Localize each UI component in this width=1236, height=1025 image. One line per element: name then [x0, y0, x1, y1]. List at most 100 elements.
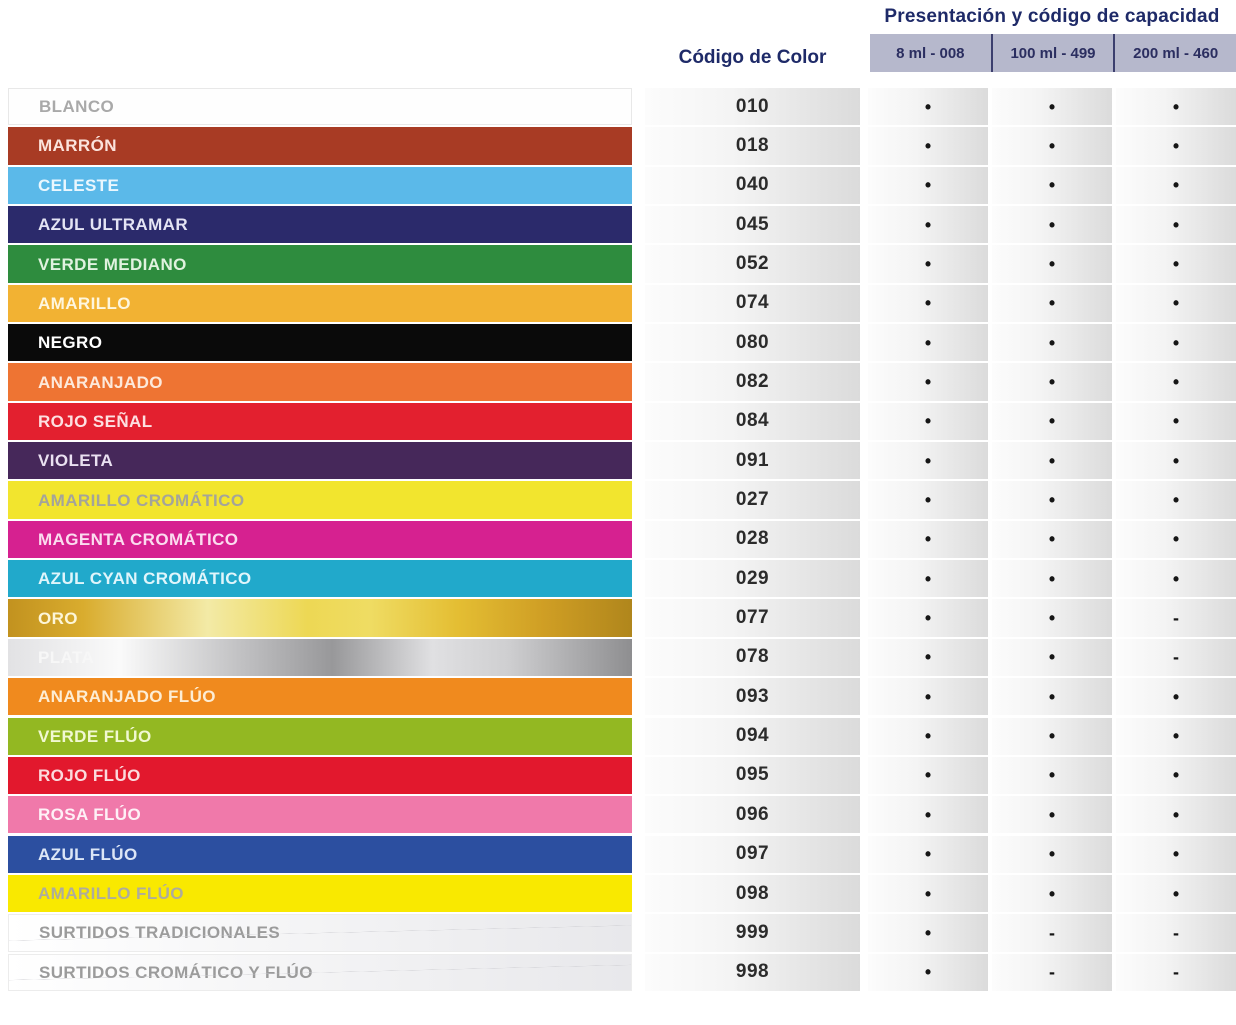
- color-code-cell: 078: [645, 638, 860, 677]
- color-code-cell: 094: [645, 717, 860, 755]
- capacity-100ml-cell: •: [992, 756, 1112, 795]
- capacity-200ml-cell: •: [1116, 402, 1236, 441]
- capacity-200ml-cell: •: [1116, 678, 1236, 716]
- color-swatch-bar: BLANCO: [8, 88, 632, 126]
- capacity-100ml-cell: •: [992, 874, 1112, 913]
- capacity-200ml-cell: •: [1116, 206, 1236, 244]
- capacity-8ml-cell: •: [868, 756, 988, 795]
- color-swatch-bar: ORO: [8, 599, 632, 637]
- color-name-label: ANARANJADO: [38, 372, 163, 392]
- color-name-label: ANARANJADO FLÚO: [38, 687, 216, 707]
- capacity-200ml-cell: •: [1116, 324, 1236, 362]
- capacity-8ml-cell: •: [868, 717, 988, 755]
- code-column-title: Código de Color: [678, 47, 827, 68]
- color-code-cell: 998: [645, 953, 860, 991]
- color-code-cell: 080: [645, 324, 860, 362]
- capacity-100ml-cell: •: [992, 206, 1112, 244]
- color-code-cell: 098: [645, 874, 860, 913]
- color-name-label: AZUL ULTRAMAR: [38, 215, 188, 235]
- table-row: AZUL ULTRAMAR 045 • • •: [0, 206, 1236, 244]
- color-swatch-bar: ROJO FLÚO: [8, 756, 632, 795]
- color-swatch-bar: VIOLETA: [8, 442, 632, 480]
- color-swatch-bar: ANARANJADO FLÚO: [8, 678, 632, 716]
- table-row: VERDE FLÚO 094 • • •: [0, 717, 1236, 755]
- capacity-200ml-cell: •: [1116, 245, 1236, 283]
- capacity-100ml-cell: -: [992, 914, 1112, 952]
- color-swatch-bar: CELESTE: [8, 166, 632, 204]
- table-row: AZUL FLÚO 097 • • •: [0, 835, 1236, 873]
- color-name-label: VERDE FLÚO: [38, 726, 152, 746]
- capacity-subheader-band: 8 ml - 008 100 ml - 499 200 ml - 460: [870, 34, 1236, 72]
- color-swatch-bar: ANARANJADO: [8, 363, 632, 401]
- capacity-column-8ml: 8 ml - 008: [896, 44, 965, 62]
- capacity-100ml-cell: •: [992, 481, 1112, 519]
- table-row: MAGENTA CROMÁTICO 028 • • •: [0, 520, 1236, 559]
- table-row: VIOLETA 091 • • •: [0, 442, 1236, 480]
- color-name-label: ORO: [38, 608, 78, 628]
- color-code-cell: 027: [645, 481, 860, 519]
- color-code-cell: 097: [645, 835, 860, 873]
- table-row: ANARANJADO 082 • • •: [0, 363, 1236, 401]
- capacity-100ml-cell: •: [992, 678, 1112, 716]
- table-row: MARRÓN 018 • • •: [0, 127, 1236, 165]
- capacity-column-200ml: 200 ml - 460: [1113, 34, 1236, 72]
- capacity-200ml-cell: •: [1116, 481, 1236, 519]
- color-name-label: AZUL FLÚO: [38, 844, 138, 864]
- color-name-label: CELESTE: [38, 175, 120, 195]
- capacity-200ml-cell: •: [1116, 520, 1236, 559]
- table-row: ROSA FLÚO 096 • • •: [0, 796, 1236, 834]
- color-code-cell: 091: [645, 442, 860, 480]
- color-name-label: VERDE MEDIANO: [38, 254, 187, 274]
- capacity-100ml-cell: •: [992, 442, 1112, 480]
- color-code-cell: 018: [645, 127, 860, 165]
- color-swatch-bar: MARRÓN: [8, 127, 632, 165]
- capacity-100ml-cell: •: [992, 88, 1112, 126]
- capacity-8ml-cell: •: [868, 324, 988, 362]
- color-code-cell: 074: [645, 284, 860, 323]
- table-row: PLATA 078 • • -: [0, 638, 1236, 677]
- capacity-200ml-cell: •: [1116, 796, 1236, 834]
- table-row: SURTIDOS CROMÁTICO Y FLÚO 998 • - -: [0, 953, 1236, 991]
- color-code-cell: 040: [645, 166, 860, 204]
- capacity-100ml-cell: •: [992, 402, 1112, 441]
- color-code-cell: 999: [645, 914, 860, 952]
- capacity-200ml-cell: •: [1116, 717, 1236, 755]
- table-row: AMARILLO CROMÁTICO 027 • • •: [0, 481, 1236, 519]
- capacity-200ml-cell: -: [1116, 914, 1236, 952]
- color-swatch-bar: MAGENTA CROMÁTICO: [8, 520, 632, 559]
- table-row: ANARANJADO FLÚO 093 • • •: [0, 678, 1236, 716]
- capacity-100ml-cell: •: [992, 166, 1112, 204]
- capacity-8ml-cell: •: [868, 638, 988, 677]
- capacity-200ml-cell: •: [1116, 284, 1236, 323]
- color-swatch-bar: AMARILLO FLÚO: [8, 874, 632, 913]
- table-row: AMARILLO FLÚO 098 • • •: [0, 874, 1236, 913]
- capacity-100ml-cell: •: [992, 599, 1112, 637]
- capacity-200ml-cell: •: [1116, 166, 1236, 204]
- capacity-200ml-cell: •: [1116, 560, 1236, 598]
- color-code-cell: 045: [645, 206, 860, 244]
- capacity-8ml-cell: •: [868, 953, 988, 991]
- color-code-cell: 010: [645, 88, 860, 126]
- color-name-label: ROJO SEÑAL: [38, 411, 153, 431]
- color-code-cell: 028: [645, 520, 860, 559]
- capacity-100ml-cell: •: [992, 796, 1112, 834]
- capacity-8ml-cell: •: [868, 363, 988, 401]
- color-code-cell: 029: [645, 560, 860, 598]
- capacity-8ml-cell: •: [868, 520, 988, 559]
- capacity-8ml-cell: •: [868, 206, 988, 244]
- color-swatch-bar: VERDE FLÚO: [8, 717, 632, 755]
- color-name-label: PLATA: [38, 647, 95, 667]
- capacity-200ml-cell: •: [1116, 127, 1236, 165]
- capacity-100ml-cell: •: [992, 560, 1112, 598]
- color-name-label: AMARILLO: [38, 293, 131, 313]
- color-code-cell: 077: [645, 599, 860, 637]
- capacity-8ml-cell: •: [868, 560, 988, 598]
- table-row: VERDE MEDIANO 052 • • •: [0, 245, 1236, 283]
- table-row: BLANCO 010 • • •: [0, 88, 1236, 126]
- color-name-label: MAGENTA CROMÁTICO: [38, 529, 239, 549]
- capacity-200ml-cell: •: [1116, 442, 1236, 480]
- color-swatch-bar: ROJO SEÑAL: [8, 402, 632, 441]
- capacity-8ml-cell: •: [868, 166, 988, 204]
- color-code-cell: 096: [645, 796, 860, 834]
